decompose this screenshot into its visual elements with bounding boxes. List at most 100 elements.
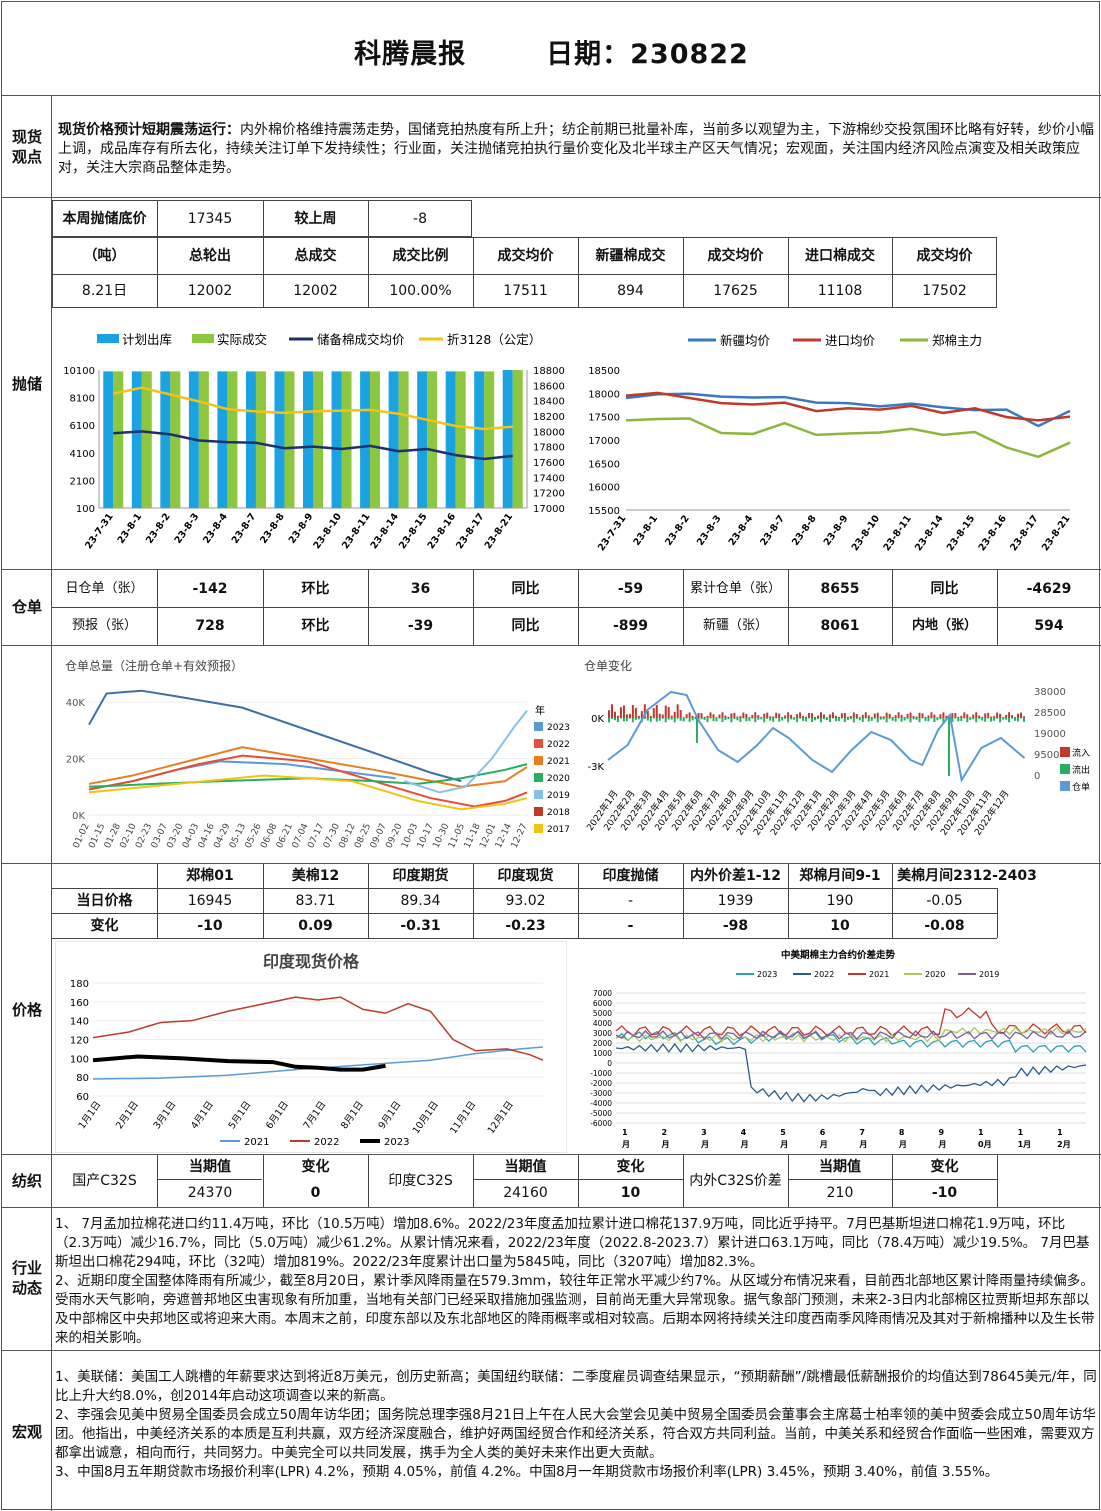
bar-actual bbox=[455, 371, 466, 508]
price-today: 83.71 bbox=[295, 892, 336, 909]
x-tick: 5 bbox=[780, 1128, 786, 1137]
y-tick: 16000 bbox=[588, 483, 620, 494]
warehouse-cell: 环比 bbox=[301, 618, 330, 634]
bar-outflow bbox=[688, 718, 691, 722]
bar-inflow bbox=[936, 717, 939, 718]
reserve-value: 12002 bbox=[187, 283, 233, 299]
section-label-warehouse: 仓单 bbox=[11, 598, 42, 616]
bar-inflow bbox=[855, 714, 858, 718]
price-change: -0.08 bbox=[924, 917, 965, 934]
bar-outflow bbox=[951, 718, 954, 723]
bar-outflow bbox=[870, 718, 873, 721]
bar-inflow bbox=[861, 714, 864, 718]
warehouse-cell: 36 bbox=[410, 580, 431, 597]
reserve-value: 17511 bbox=[503, 283, 548, 299]
warehouse-change-chart: 仓单变化0K-3K38000285001900095000流入流出仓单2022年… bbox=[584, 658, 1090, 838]
x-tick: 1 bbox=[622, 1128, 628, 1137]
bar-outflow bbox=[912, 718, 915, 720]
bar-outflow bbox=[996, 718, 999, 719]
textile-value: 24160 bbox=[503, 1185, 548, 1201]
bar-outflow bbox=[757, 718, 760, 720]
bar-inflow bbox=[688, 712, 691, 718]
bar-inflow bbox=[990, 716, 993, 718]
x-tick-unit: 0月 bbox=[978, 1140, 992, 1149]
bar-inflow bbox=[608, 710, 610, 718]
textile-value: 24370 bbox=[187, 1185, 233, 1201]
reserve-header: 成交均价 bbox=[497, 247, 554, 264]
bar-outflow bbox=[772, 718, 775, 722]
x-tick: 23-7-31 bbox=[596, 513, 628, 553]
bar-inflow bbox=[957, 716, 960, 718]
y2-tick: 18800 bbox=[533, 366, 565, 377]
bar-inflow bbox=[951, 713, 954, 718]
bar-actual bbox=[341, 371, 352, 508]
series-line bbox=[88, 774, 528, 811]
bar-inflow bbox=[834, 715, 837, 718]
bar-inflow bbox=[652, 708, 655, 718]
y2-tick: 17000 bbox=[533, 504, 565, 515]
bar-inflow bbox=[999, 713, 1002, 718]
bar-inflow bbox=[658, 713, 661, 718]
bar-inflow bbox=[906, 713, 909, 718]
bar-outflow bbox=[936, 718, 939, 721]
bar-outflow bbox=[885, 718, 888, 723]
price-header: 印度期货 bbox=[392, 868, 449, 884]
reserve-header: 总成交 bbox=[294, 247, 337, 264]
x-tick: 1 bbox=[1018, 1128, 1024, 1137]
bar-inflow bbox=[849, 716, 852, 718]
y-tick: 2100 bbox=[70, 476, 95, 487]
bar-inflow bbox=[784, 715, 787, 718]
legend-swatch bbox=[1060, 781, 1070, 791]
bar-inflow bbox=[655, 704, 658, 718]
legend-label: 2023 bbox=[547, 723, 570, 733]
price-today: 当日价格 bbox=[76, 892, 133, 909]
price-change: -0.31 bbox=[400, 917, 441, 934]
bar-inflow bbox=[840, 713, 843, 718]
bar-outflow bbox=[1017, 718, 1020, 722]
legend-label: 2023 bbox=[384, 1137, 409, 1148]
bar-outflow bbox=[927, 718, 930, 722]
reserve-bar-chart: 计划出库 实际成交 储备棉成交均价 折3128（公定） 10100 8100 6100 410… bbox=[63, 332, 565, 551]
x-tick: 23-8-1 bbox=[631, 513, 660, 547]
bar-inflow bbox=[730, 713, 733, 718]
bar-inflow bbox=[718, 714, 721, 718]
bar-outflow bbox=[625, 718, 628, 722]
bar-outflow bbox=[861, 718, 864, 722]
bar-inflow bbox=[733, 712, 736, 718]
bar-outflow bbox=[1005, 718, 1008, 720]
bar-outflow bbox=[646, 718, 649, 721]
series-xinjiang-line bbox=[625, 392, 1071, 428]
bar-outflow bbox=[990, 718, 993, 722]
y-tick: 10100 bbox=[63, 366, 95, 377]
x-tick-unit: 月 bbox=[858, 1140, 867, 1149]
warehouse-cell: -39 bbox=[407, 618, 434, 634]
bar-outflow bbox=[924, 718, 927, 722]
bar-inflow bbox=[1005, 714, 1008, 718]
bar-outflow bbox=[712, 718, 715, 722]
textile-header: 变化 bbox=[616, 1159, 645, 1175]
y-tick: 5000 bbox=[593, 1009, 612, 1018]
reserve-header: 成交均价 bbox=[916, 247, 973, 264]
price-header: 印度抛储 bbox=[602, 868, 659, 884]
bar-inflow bbox=[670, 715, 673, 718]
bar-inflow bbox=[876, 712, 879, 718]
bar-inflow bbox=[790, 714, 793, 718]
x-tick: 1 bbox=[978, 1128, 984, 1137]
y-tick: 0 bbox=[607, 1059, 612, 1068]
bar-inflow bbox=[706, 715, 709, 718]
bar-planned bbox=[388, 371, 399, 508]
legend-label: 2020 bbox=[547, 774, 570, 784]
textile-header: 变化 bbox=[301, 1159, 330, 1175]
bar-outflow bbox=[993, 718, 996, 721]
bar-outflow bbox=[673, 718, 676, 723]
price-today: 93.02 bbox=[505, 892, 546, 909]
price-line-chart: 新疆均价 进口均价 郑棉主力 18500 18000 17500 17000 16500 160… bbox=[588, 333, 1072, 553]
y2-tick: 19000 bbox=[1034, 729, 1066, 740]
price-change: - bbox=[627, 917, 634, 934]
y-tick: 0K bbox=[72, 811, 85, 822]
warehouse-cell: 同比 bbox=[930, 580, 959, 597]
y2-tick: 18400 bbox=[533, 397, 565, 408]
bar-inflow bbox=[793, 717, 796, 718]
legend-label: 储备棉成交均价 bbox=[317, 332, 405, 347]
macro-item: 3、中国8月五年期贷款市场报价利率(LPR) 4.2%，预期 4.05%，前值 … bbox=[55, 1464, 999, 1480]
